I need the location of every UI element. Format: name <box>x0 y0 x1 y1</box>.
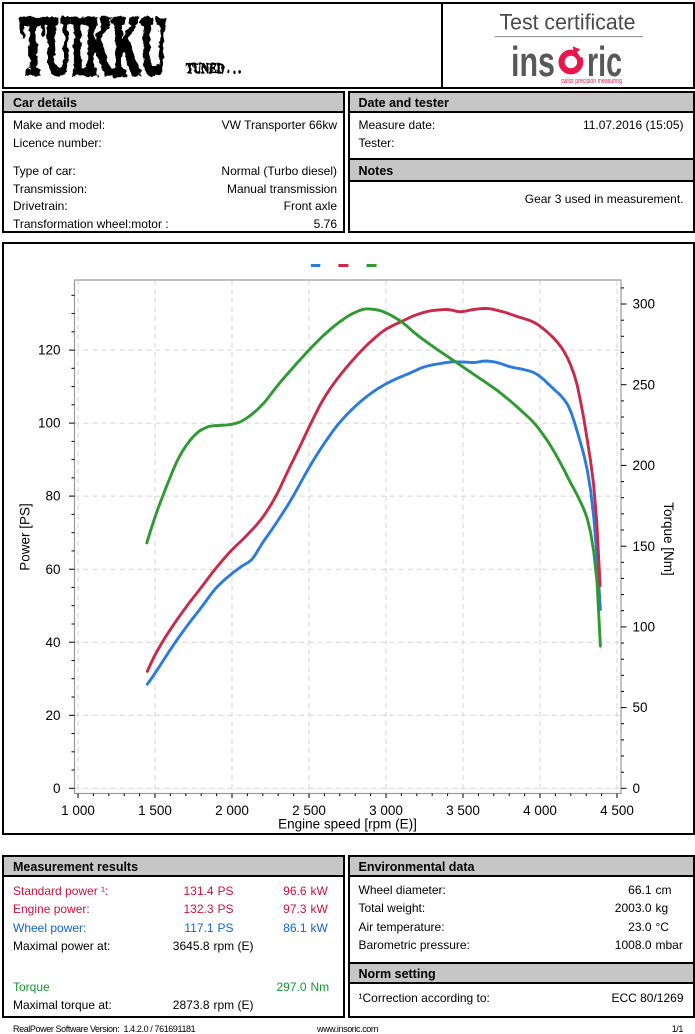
svg-text:2 500: 2 500 <box>292 803 326 818</box>
svg-text:4 000: 4 000 <box>523 803 557 818</box>
svg-text:100: 100 <box>38 416 61 431</box>
svg-text:TUNED . . .: TUNED . . . <box>186 61 241 77</box>
svg-text:TUIKKU: TUIKKU <box>21 0 166 90</box>
svg-text:swiss precision measuring: swiss precision measuring <box>561 76 622 85</box>
svg-text:0: 0 <box>53 781 61 796</box>
svg-text:50: 50 <box>633 700 648 715</box>
svg-text:2 000: 2 000 <box>215 803 249 818</box>
svg-text:Power [PS]: Power [PS] <box>18 503 33 571</box>
svg-text:1 000: 1 000 <box>61 803 95 818</box>
svg-text:150: 150 <box>633 539 656 554</box>
svg-text:Test certificate: Test certificate <box>500 10 636 35</box>
svg-text:3 500: 3 500 <box>446 803 480 818</box>
svg-text:Engine speed [rpm (E)]: Engine speed [rpm (E)] <box>278 817 417 832</box>
svg-text:Torque [Nm]: Torque [Nm] <box>661 502 676 576</box>
svg-text:20: 20 <box>45 708 60 723</box>
svg-text:100: 100 <box>633 620 656 635</box>
svg-text:200: 200 <box>633 458 656 473</box>
svg-text:40: 40 <box>45 635 60 650</box>
svg-text:60: 60 <box>45 562 60 577</box>
svg-text:120: 120 <box>38 343 61 358</box>
svg-text:300: 300 <box>633 297 656 312</box>
svg-text:3 000: 3 000 <box>369 803 403 818</box>
svg-text:250: 250 <box>633 377 656 392</box>
svg-text:80: 80 <box>45 489 60 504</box>
svg-text:1 500: 1 500 <box>138 803 172 818</box>
svg-text:ric: ric <box>587 38 622 85</box>
svg-text:4 500: 4 500 <box>600 803 634 818</box>
svg-text:ins: ins <box>511 38 555 85</box>
svg-text:0: 0 <box>633 781 641 796</box>
